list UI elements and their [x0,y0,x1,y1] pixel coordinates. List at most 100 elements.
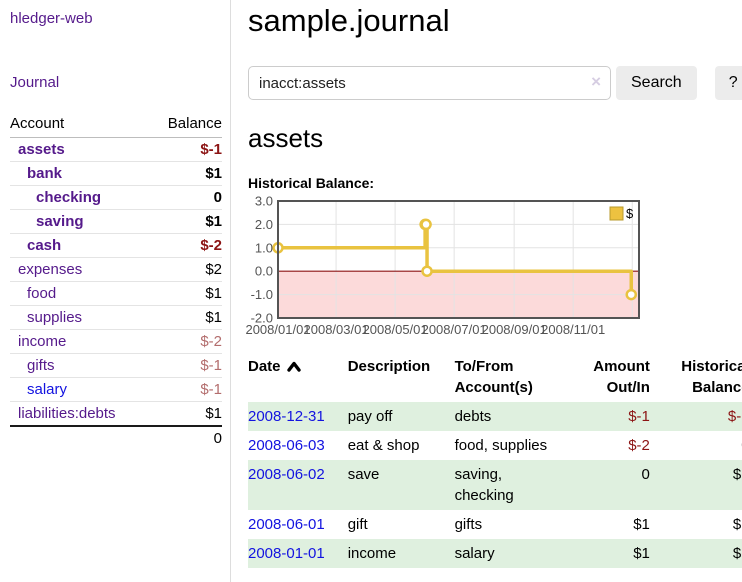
transaction-date-link[interactable]: 2008-12-31 [248,408,325,426]
account-balance-value: $1 [150,281,222,306]
transaction-historical-balance: 0 [652,431,742,460]
transaction-accounts: saving, checking [454,466,514,505]
account-link[interactable]: liabilities:debts [18,405,116,422]
account-balance-value: $2 [150,257,222,282]
account-balance-value: 0 [150,185,222,210]
app-brand: hledger-web [10,10,222,28]
balance-column-header: Balance [150,113,222,138]
account-link[interactable]: cash [27,237,62,254]
transaction-amount: $1 [633,516,650,534]
search-button[interactable]: Search [616,66,697,101]
chart-svg: $3.0 2.0 1.0 0.0 -1.0 -2.02008/01/012008/03/0… [245,194,640,337]
transaction-date-link[interactable]: 2008-06-01 [248,516,325,534]
account-balance-value: $-2 [150,329,222,354]
svg-text:2008/05/01: 2008/05/01 [363,322,428,337]
account-row: food $1 [10,281,222,306]
transaction-description: eat & shop [347,437,420,455]
sort-ascending-icon [286,361,301,372]
transaction-accounts: salary [454,545,495,563]
svg-text:1.0: 1.0 [255,240,273,255]
account-link[interactable]: assets [18,141,65,158]
account-row: salary $-1 [10,377,222,402]
transaction-historical-balance: $-1 [727,408,742,426]
account-balance-value: $-1 [150,137,222,162]
account-link[interactable]: salary [27,381,68,398]
account-link[interactable]: income [18,333,67,350]
chart-title-label: Historical Balance: [248,175,375,192]
register-row: 2008-06-03 eat & shop food, supplies $-2… [248,431,742,460]
account-row: cash $-2 [10,233,222,258]
account-balance-value: $-2 [150,233,222,258]
account-link[interactable]: supplies [27,309,83,326]
account-row: bank $1 [10,161,222,186]
main-content: sample.journal × Search ? assets Histori… [231,0,742,582]
transaction-amount: $-2 [628,437,650,455]
account-row: checking 0 [10,185,222,210]
svg-text:2008/03/01: 2008/03/01 [304,322,369,337]
svg-text:2008/11/01: 2008/11/01 [541,322,605,337]
register-row: 2008-01-01 income salary $1 $1 [248,539,742,569]
transaction-date-link[interactable]: 2008-06-02 [248,466,325,484]
register-table-body: 2008-12-31 pay off debts $-1 $-1 2008-06… [248,402,742,569]
clear-search-icon[interactable]: × [591,72,601,92]
transaction-historical-balance: $2 [732,466,742,484]
account-column-header: Account [10,113,151,138]
account-link[interactable]: gifts [27,357,55,374]
transaction-accounts: debts [454,408,492,426]
transaction-date-link[interactable]: 2008-06-03 [248,437,325,455]
account-link[interactable]: checking [36,189,102,206]
transaction-accounts: food, supplies [454,437,548,455]
svg-text:2008/07/01: 2008/07/01 [422,322,487,337]
search-input[interactable] [248,66,611,101]
account-row: expenses $2 [10,257,222,282]
account-table-body: assets $-1 bank $1 checking 0 saving $1 … [10,137,222,427]
svg-text:2.0: 2.0 [255,217,273,232]
sidebar: hledger-web Journal Account Balance asse… [0,0,231,582]
account-balance-value: $1 [150,305,222,330]
transaction-date-link[interactable]: 2008-01-01 [248,545,325,563]
app-brand-link[interactable]: hledger-web [10,10,93,27]
transaction-description: gift [347,516,368,534]
account-row: liabilities:debts $1 [10,401,222,427]
transaction-historical-balance: $2 [732,516,742,534]
sidebar-item-journal[interactable]: Journal [10,74,60,91]
transaction-amount: $1 [633,545,650,563]
register-row: 2008-12-31 pay off debts $-1 $-1 [248,402,742,432]
register-row: 2008-06-02 save saving, checking 0 $2 [248,460,742,511]
accounts-total-value: 0 [150,425,222,450]
description-column-header: Description [347,358,431,376]
transaction-historical-balance: $1 [732,545,742,563]
account-link[interactable]: expenses [18,261,83,278]
help-button[interactable]: ? [714,66,742,101]
account-balance-value: $1 [150,209,222,234]
transaction-amount: $-1 [628,408,650,426]
search-bar: × Search ? [248,66,742,101]
transaction-description: income [347,545,397,563]
account-row: income $-2 [10,329,222,354]
account-balance-value: $1 [150,401,222,427]
account-row: assets $-1 [10,137,222,162]
account-balance-table: Account Balance assets $-1 bank $1 check… [10,113,222,450]
account-heading: assets [248,123,324,154]
transaction-description: save [347,466,380,484]
register-header-row: Date Description To/From Account(s) Amou… [248,354,742,402]
legend-label: $ [626,206,634,221]
register-table: Date Description To/From Account(s) Amou… [248,354,742,569]
accounts-total-row: 0 [10,425,222,450]
svg-text:3.0: 3.0 [255,194,273,209]
register-row: 2008-06-01 gift gifts $1 $2 [248,510,742,539]
balance-column-header-register: Historical Balance [681,358,742,397]
account-link[interactable]: saving [36,213,84,230]
svg-text:-1.0: -1.0 [251,287,273,302]
svg-text:0.0: 0.0 [255,264,273,279]
sidebar-nav: Journal [10,74,222,92]
account-balance-value: $1 [150,161,222,186]
account-link[interactable]: food [27,285,57,302]
account-row: saving $1 [10,209,222,234]
transaction-accounts: gifts [454,516,483,534]
account-link[interactable]: bank [27,165,63,182]
transaction-amount: 0 [641,466,650,484]
date-column-header: Date [248,354,348,402]
account-balance-value: $-1 [150,353,222,378]
